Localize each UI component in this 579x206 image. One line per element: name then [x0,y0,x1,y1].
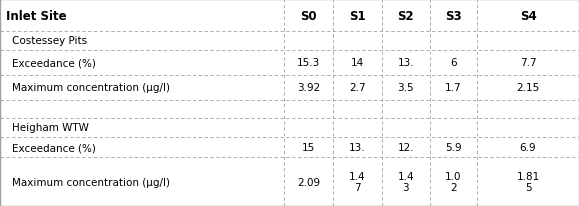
Text: 12.: 12. [398,142,414,152]
Text: Costessey Pits: Costessey Pits [12,36,87,46]
Text: 3.92: 3.92 [296,83,320,93]
Text: 1.81
5: 1.81 5 [516,171,540,193]
Text: Heigham WTW: Heigham WTW [12,123,89,133]
Text: 6: 6 [450,58,457,68]
Text: 14: 14 [351,58,364,68]
Text: 1.7: 1.7 [445,83,461,93]
Text: Exceedance (%): Exceedance (%) [12,142,96,152]
Text: S3: S3 [445,9,461,22]
Text: Maximum concentration (μg/l): Maximum concentration (μg/l) [12,83,170,93]
Text: 7.7: 7.7 [520,58,536,68]
Text: Maximum concentration (μg/l): Maximum concentration (μg/l) [12,177,170,187]
Text: Exceedance (%): Exceedance (%) [12,58,96,68]
Text: S1: S1 [349,9,366,22]
Text: 6.9: 6.9 [520,142,536,152]
Text: 13.: 13. [398,58,414,68]
Text: 13.: 13. [349,142,366,152]
Text: 2.15: 2.15 [516,83,540,93]
Text: 2.09: 2.09 [297,177,320,187]
Text: 15: 15 [302,142,315,152]
Text: S0: S0 [300,9,317,22]
Text: Inlet Site: Inlet Site [6,9,67,22]
Text: 15.3: 15.3 [296,58,320,68]
Text: S2: S2 [398,9,414,22]
Text: 2.7: 2.7 [349,83,366,93]
Text: 1.0
2: 1.0 2 [445,171,461,193]
Text: 1.4
3: 1.4 3 [398,171,414,193]
Text: 3.5: 3.5 [398,83,414,93]
Text: S4: S4 [520,9,536,22]
Text: 5.9: 5.9 [445,142,461,152]
Text: 1.4
7: 1.4 7 [349,171,366,193]
